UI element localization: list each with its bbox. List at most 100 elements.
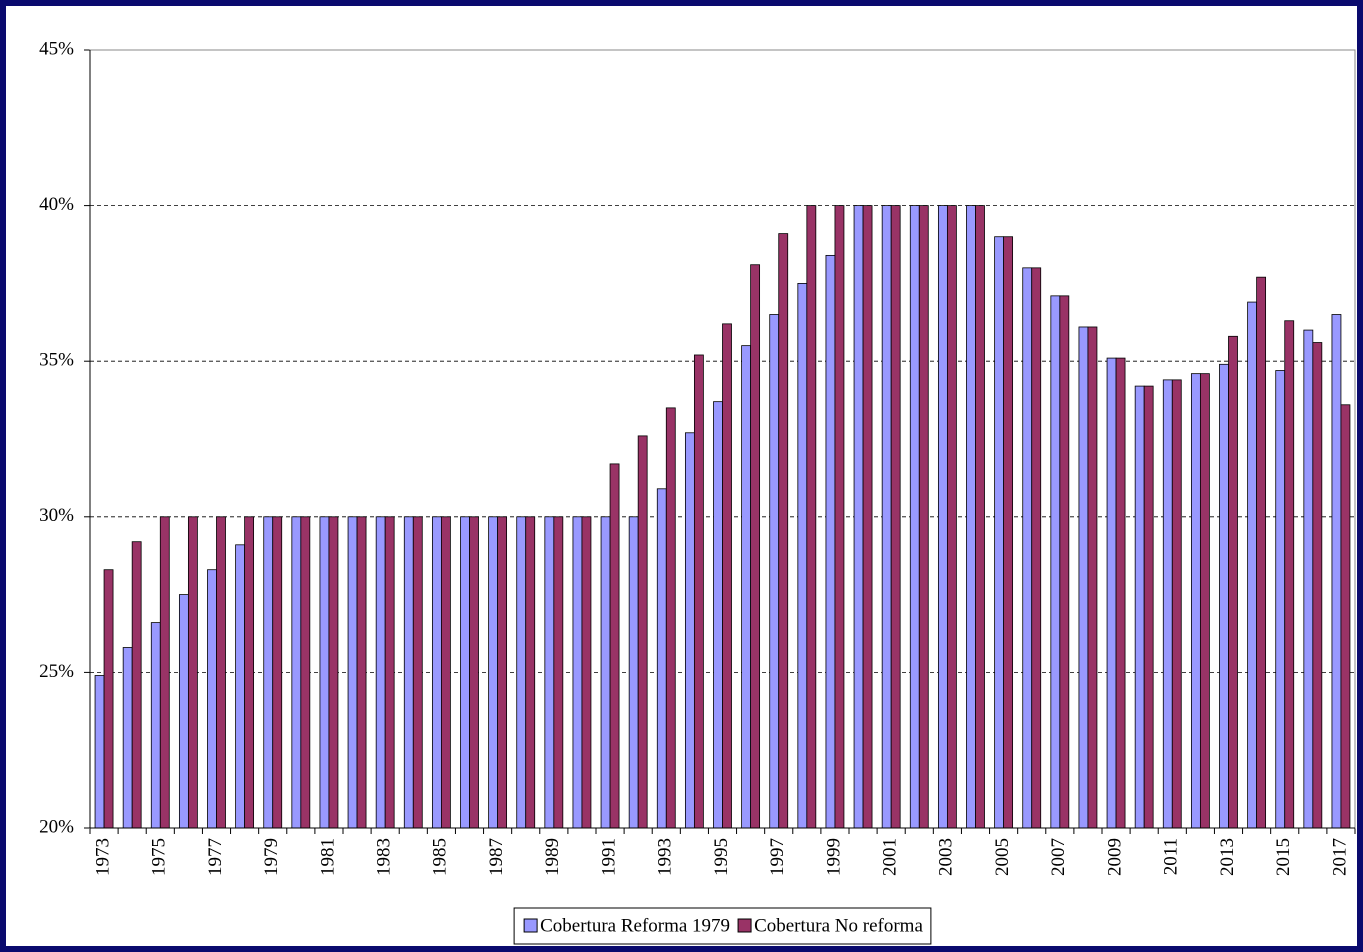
bar [1162, 379, 1173, 829]
bar [918, 205, 929, 829]
y-tick-label: 25% [39, 661, 74, 682]
bar [431, 516, 442, 829]
bar [741, 345, 752, 829]
bar [1171, 379, 1182, 829]
bar [853, 205, 864, 829]
bar [460, 516, 470, 829]
x-tick-label: 1985 [430, 838, 451, 876]
bar [1059, 295, 1070, 829]
x-tick-label: 1981 [317, 838, 338, 876]
x-tick-label: 1993 [655, 838, 676, 876]
bar [375, 516, 386, 829]
bar [937, 205, 948, 829]
x-tick-label: 1987 [486, 838, 507, 876]
x-tick-label: 1999 [823, 838, 844, 876]
bar [684, 432, 695, 829]
bar [103, 569, 114, 829]
bar [1247, 301, 1258, 829]
bar [1190, 373, 1201, 829]
bar [403, 516, 414, 829]
x-tick-label: 1979 [261, 838, 282, 876]
bar [150, 622, 161, 829]
bar [975, 205, 985, 829]
bar [1331, 314, 1342, 829]
bar [1050, 295, 1061, 829]
y-tick-label: 35% [39, 350, 74, 371]
legend-box [513, 907, 932, 945]
bar [581, 516, 592, 829]
bar [122, 647, 133, 829]
bar [1143, 385, 1154, 829]
bar [440, 516, 451, 829]
bar [553, 516, 564, 829]
bar [216, 516, 226, 829]
bar [1228, 335, 1238, 829]
x-tick-label: 2007 [1048, 838, 1069, 876]
bar [1219, 363, 1229, 829]
bar [609, 463, 620, 829]
x-tick-label: 1975 [149, 838, 170, 876]
bar [207, 569, 217, 829]
bar [291, 516, 302, 829]
x-tick-label: 1995 [711, 838, 732, 876]
x-tick-label: 1973 [92, 838, 113, 876]
x-tick-label: 2017 [1329, 838, 1350, 876]
bar [131, 541, 142, 829]
bar [778, 233, 789, 829]
bar [806, 205, 817, 829]
bar [1275, 370, 1286, 829]
y-tick-label: 20% [39, 816, 74, 837]
legend: Cobertura Reforma 1979 Cobertura No refor… [513, 907, 932, 945]
bar [1256, 276, 1267, 829]
chart-background [6, 6, 1357, 946]
bar [834, 205, 845, 829]
x-tick-label: 1997 [767, 838, 788, 876]
bar [656, 488, 667, 829]
bar [94, 675, 105, 829]
bar [722, 323, 732, 829]
x-tick-label: 1989 [542, 838, 563, 876]
legend-label: Cobertura Reforma 1979 [540, 915, 730, 936]
bar [1106, 357, 1117, 829]
bar [994, 236, 1005, 829]
bar [1115, 357, 1126, 829]
x-tick-label: 1977 [205, 838, 226, 876]
bar [516, 516, 527, 829]
bar [946, 205, 957, 829]
bar [159, 516, 170, 829]
bar [797, 282, 808, 829]
bar [1022, 267, 1033, 829]
bar [1003, 236, 1014, 829]
bar [572, 516, 583, 829]
bar [881, 205, 892, 829]
bar [263, 516, 274, 829]
bar [384, 516, 395, 829]
bar [890, 205, 901, 829]
bar [713, 401, 723, 829]
bar [1340, 404, 1351, 829]
bar [469, 516, 479, 829]
bar [966, 205, 976, 829]
bar [272, 516, 283, 829]
x-tick-label: 2015 [1273, 838, 1294, 876]
bar [600, 516, 611, 829]
x-tick-label: 2009 [1104, 838, 1125, 876]
y-tick-label: 40% [39, 194, 74, 215]
legend-swatch [523, 918, 538, 933]
bar [1303, 329, 1314, 829]
bar [1312, 342, 1323, 829]
bar [1284, 320, 1295, 829]
bar [412, 516, 423, 829]
bar [628, 516, 639, 829]
bar [300, 516, 311, 829]
bar [356, 516, 367, 829]
y-tick-label: 45% [39, 38, 74, 59]
bar [1199, 373, 1210, 829]
bar [187, 516, 198, 829]
bar [319, 516, 330, 829]
x-tick-label: 2013 [1217, 838, 1238, 876]
bar [1031, 267, 1042, 829]
bar [488, 516, 499, 829]
